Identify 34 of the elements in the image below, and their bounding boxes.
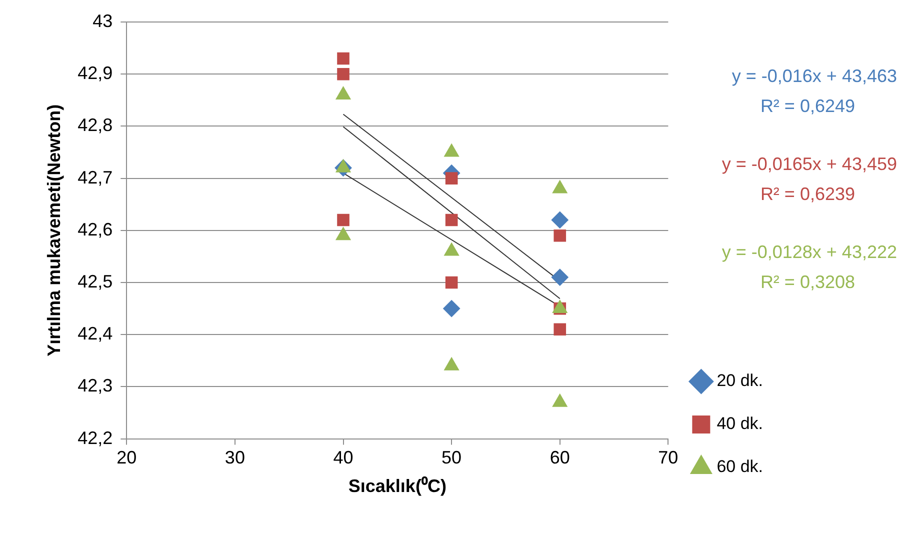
y-tick-label: 42,2 [78, 428, 113, 448]
x-tick-label: 40 [333, 448, 354, 468]
point [337, 52, 350, 65]
y-tick-label: 42,5 [78, 271, 113, 292]
text: y = -0,016x + 43,463 R² = 0,6249 [732, 66, 897, 116]
y-tick-label: 42,4 [78, 324, 113, 344]
y-tick-label: 42,8 [78, 115, 113, 136]
point [551, 211, 568, 228]
x-tick-label: 50 [442, 448, 462, 468]
x-axis-title: Sıcaklık(⁰C) [348, 476, 446, 496]
point [337, 68, 350, 80]
x-tick-label: 20 [116, 448, 137, 468]
legend-label: 20 dk. [716, 371, 763, 390]
legend-label: 60 dk. [716, 457, 763, 476]
point [554, 229, 566, 242]
y-tick-label: 42,9 [78, 63, 113, 84]
point [554, 323, 566, 336]
point [445, 276, 458, 289]
x-tick-label: 70 [658, 448, 678, 468]
x-tick-label: 30 [224, 448, 245, 468]
point [551, 268, 568, 286]
y-axis-title: Yırtılma mukavemeti(Newton) [44, 104, 64, 356]
y-tick-label: 43 [92, 10, 113, 31]
text: y = -0,0165x + 43,459 R² = 0,6239 [722, 154, 897, 204]
point [443, 300, 460, 318]
point [445, 214, 458, 226]
y-tick-label: 42,3 [78, 376, 113, 396]
point [445, 172, 458, 184]
legend-label: 40 dk. [716, 414, 763, 434]
x-tick-label: 60 [550, 448, 570, 468]
y-tick-label: 42,6 [78, 219, 113, 240]
point [337, 214, 350, 226]
text: y = -0,0128x + 43,222 R² = 0,3208 [722, 242, 897, 292]
y-tick-label: 42,7 [78, 167, 113, 188]
